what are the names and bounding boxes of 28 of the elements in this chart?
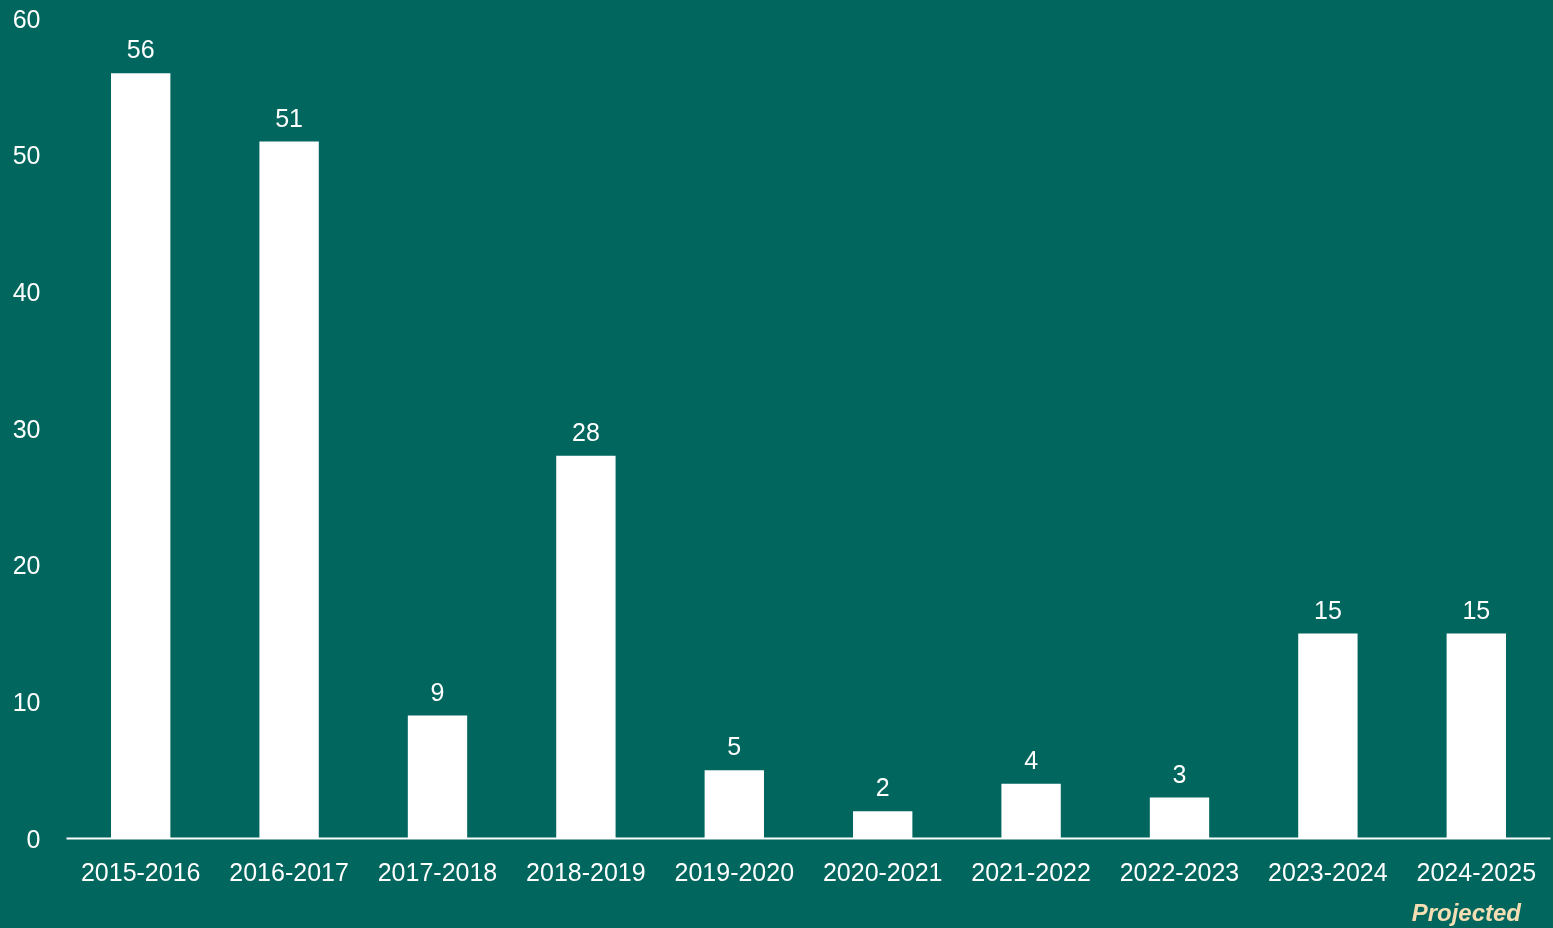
- data-label: 5: [727, 732, 742, 761]
- x-tick-label: 2015-2016: [80, 857, 201, 886]
- y-tick-label: 10: [12, 687, 41, 716]
- data-label: 4: [1024, 745, 1039, 774]
- y-tick-label: 20: [12, 551, 41, 580]
- x-tick-label: 2017-2018: [377, 857, 498, 886]
- x-tick-label: 2018-2019: [526, 857, 646, 886]
- x-tick-label: 2023-2024: [1268, 857, 1388, 886]
- y-tick-label: 50: [12, 141, 41, 170]
- data-label: 3: [1172, 759, 1187, 788]
- x-tick-label: 2019-2020: [674, 857, 795, 886]
- data-label: 9: [430, 677, 445, 706]
- x-tick-label: 2024-2025: [1416, 857, 1537, 886]
- y-tick-label: 0: [26, 824, 41, 853]
- y-tick-label: 60: [12, 4, 41, 33]
- y-tick-label: 40: [12, 277, 41, 306]
- x-tick-label: 2022-2023: [1119, 857, 1240, 886]
- x-tick-label: 2021-2022: [971, 857, 1091, 886]
- x-tick-label: 2016-2017: [229, 857, 349, 886]
- text: Projected: [1411, 898, 1521, 928]
- y-tick-label: 30: [12, 414, 41, 443]
- data-label: 28: [572, 417, 600, 446]
- data-label: 15: [1314, 595, 1342, 624]
- data-label: 56: [126, 35, 155, 64]
- data-label: 51: [275, 103, 304, 132]
- x-tick-label: 2020-2021: [822, 857, 943, 886]
- data-label: 2: [875, 773, 890, 802]
- data-label: 15: [1462, 595, 1491, 624]
